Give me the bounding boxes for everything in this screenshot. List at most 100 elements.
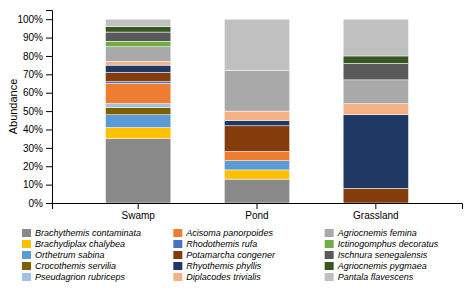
bar-segment (105, 139, 170, 203)
bar-segment (343, 188, 408, 203)
tick-label: 90% (23, 32, 43, 43)
series (105, 65, 408, 188)
tick: 100% (17, 14, 52, 25)
legend-item: Ictinogomphus decoratus (325, 239, 439, 249)
legend-item: Pantala flavescens (325, 272, 414, 282)
tick: 10% (23, 179, 52, 190)
bar-segment (224, 152, 289, 161)
tick-mark (46, 74, 52, 75)
legend-label: Acisoma panorpoides (185, 228, 273, 238)
legend-item: Rhodothemis rufa (173, 239, 257, 249)
tick: Grassland (353, 203, 399, 221)
legend-label: Brachythemis contaminata (35, 228, 141, 238)
plot: Swamp Pond Grassland 0% 10% 20% 30% 40% 50% 60% 70… (17, 11, 462, 222)
legend-label: Agriocnemis pygmaea (337, 261, 427, 271)
tick-label: 10% (23, 179, 43, 190)
legend-swatch (173, 229, 182, 237)
bar-segment (343, 56, 408, 63)
axis-title: Abundance (7, 79, 19, 135)
legend-swatch (22, 240, 31, 248)
bar-segment (343, 19, 408, 56)
legend-swatch (22, 273, 31, 281)
legend-label: Rhyothemis phyllis (186, 261, 262, 271)
legend-label: Brachydiplax chalybea (35, 239, 125, 249)
tick-label: Pond (245, 210, 268, 221)
legend-label: Orthetrum sabina (35, 250, 105, 260)
tick-label: 20% (23, 161, 43, 172)
bar-segment (224, 120, 289, 126)
legend-item: Rhyothemis phyllis (173, 261, 262, 271)
bar-segment (224, 71, 289, 111)
legend-label: Diplacodes trivialis (186, 272, 261, 282)
tick: Pond (245, 203, 268, 221)
legend-swatch (325, 229, 334, 237)
legend: Brachythemis contaminataBrachydiplax cha… (22, 228, 439, 282)
bar-segment (224, 170, 289, 179)
legend-label: Potamarcha congener (186, 250, 276, 260)
legend-label: Ictinogomphus decoratus (338, 239, 439, 249)
tick-label: 30% (23, 143, 43, 154)
legend-label: Rhodothemis rufa (186, 239, 257, 249)
legend-item: Agriocnemis pygmaea (325, 261, 427, 271)
x-axis: Swamp Pond Grassland (53, 203, 463, 221)
series (105, 104, 170, 108)
axis-line (53, 204, 463, 210)
series (105, 107, 170, 114)
bar-segment (105, 72, 170, 81)
bar-segment (343, 63, 408, 80)
tick-mark (46, 93, 52, 94)
bar-segment (224, 19, 289, 70)
bar-segment (224, 126, 289, 152)
tick-mark (46, 185, 52, 186)
legend-item: Ischnura senegalensis (325, 250, 428, 260)
legend-swatch (22, 229, 31, 237)
tick-label: 70% (23, 69, 43, 80)
tick: 90% (23, 32, 52, 43)
tick-mark (46, 129, 52, 130)
legend-item: Pseudagrion rubriceps (22, 272, 126, 282)
series (105, 41, 170, 47)
legend-item: Acisoma panorpoides (173, 228, 273, 238)
legend-swatch (325, 273, 334, 281)
bar-segment (105, 65, 170, 72)
tick-label: 80% (23, 51, 43, 62)
legend-item: Orthetrum sabina (22, 250, 105, 260)
bar-segment (224, 179, 289, 203)
tick-mark (46, 38, 52, 39)
legend-swatch (325, 251, 334, 259)
bar-segment (105, 19, 170, 26)
bar-segment (105, 84, 170, 104)
series (105, 82, 170, 84)
bar-segment (224, 161, 289, 170)
tick-label: 100% (17, 14, 43, 25)
bar-segment (105, 27, 170, 33)
legend-label: Agriocnemis femina (337, 228, 417, 238)
tick-mark (46, 166, 52, 167)
bar-segment (105, 61, 170, 65)
legend-swatch (173, 240, 182, 248)
bar-segment (105, 82, 170, 84)
bar-segment (105, 47, 170, 62)
legend-label: Pantala flavescens (338, 272, 414, 282)
legend-label: Ischnura senegalensis (338, 250, 428, 260)
legend-swatch (173, 262, 182, 270)
chart: Swamp Pond Grassland 0% 10% 20% 30% 40% 50% 60% 70… (0, 0, 474, 296)
axis-line (46, 11, 53, 204)
tick-mark (46, 19, 52, 20)
tick-label: 60% (23, 87, 43, 98)
bar-segment (343, 104, 408, 115)
tick-label: 50% (23, 106, 43, 117)
tick: 40% (23, 124, 52, 135)
tick-mark (46, 148, 52, 149)
bar-segment (105, 104, 170, 108)
legend-item: Potamarcha congener (173, 250, 276, 260)
bar-segment (105, 32, 170, 41)
legend-item: Brachythemis contaminata (22, 228, 141, 238)
tick-label: 0% (29, 198, 44, 209)
bar-segment (105, 128, 170, 139)
tick: 50% (23, 106, 52, 117)
legend-swatch (325, 262, 334, 270)
tick: 20% (23, 161, 52, 172)
legend-label: Pseudagrion rubriceps (35, 272, 126, 282)
tick-label: Swamp (121, 210, 155, 221)
